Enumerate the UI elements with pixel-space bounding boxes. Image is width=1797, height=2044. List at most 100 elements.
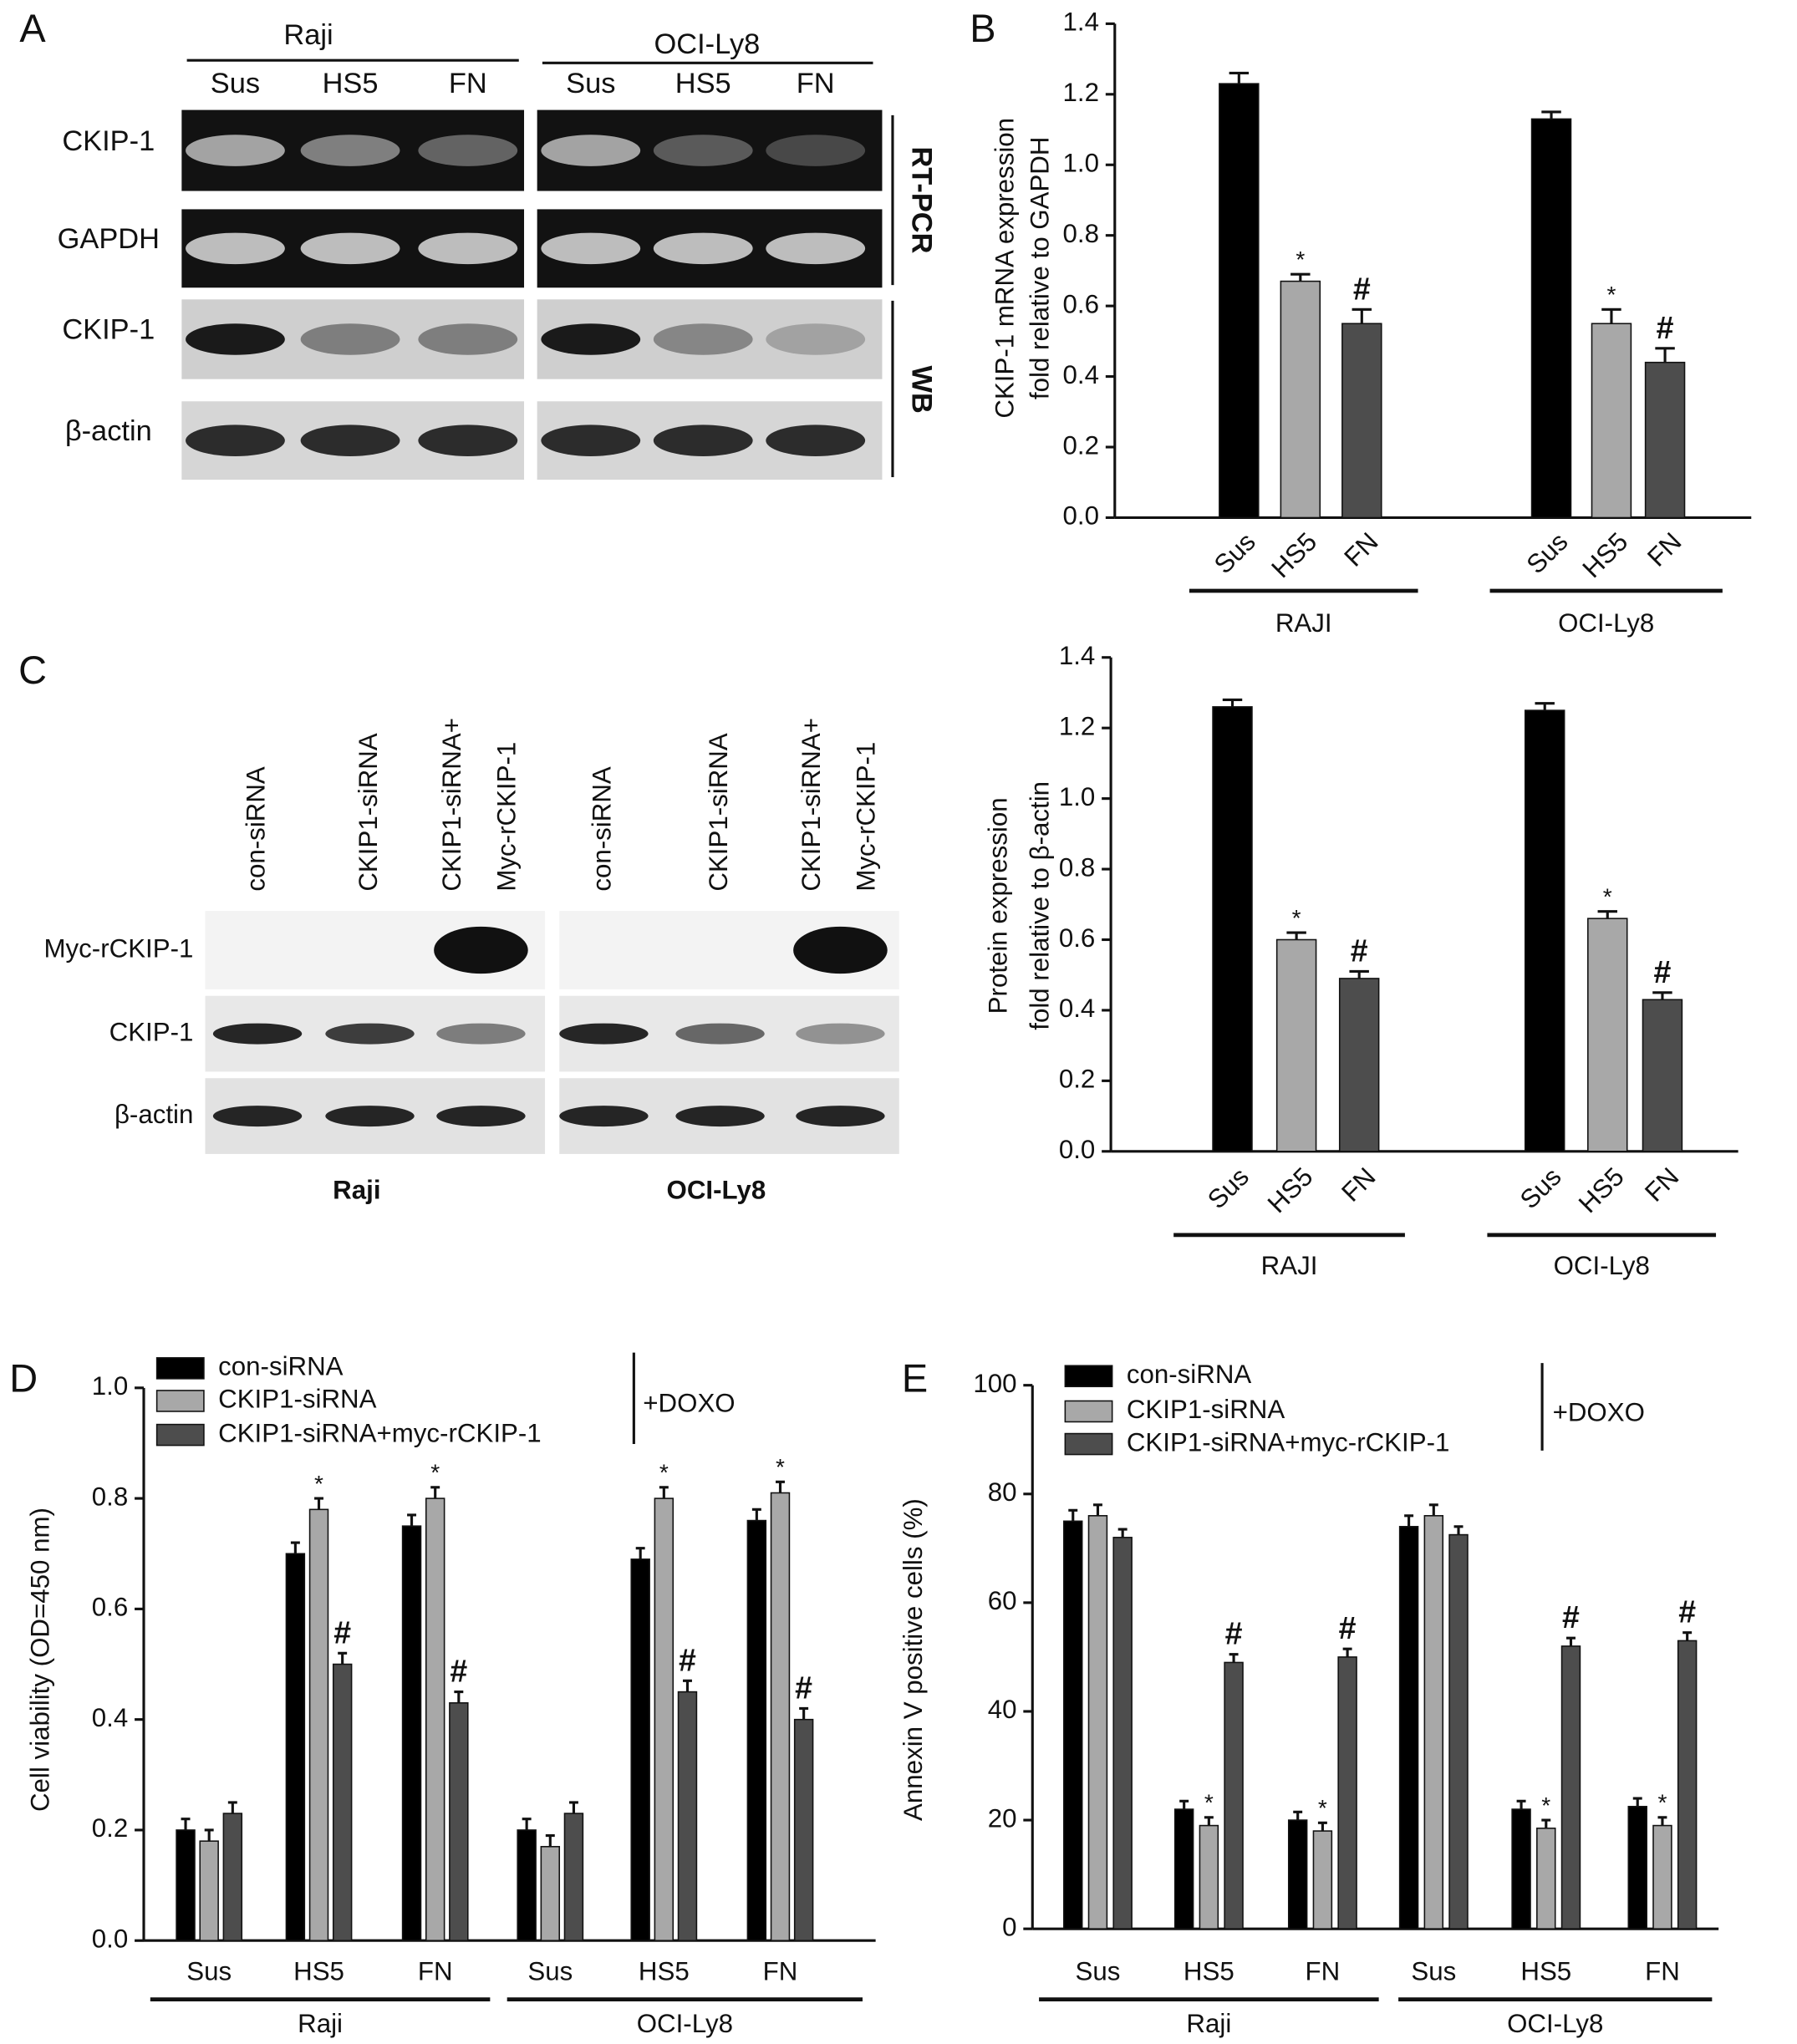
y-tick-label: 100 [973, 1369, 1016, 1398]
y-tick-label: 0.8 [1063, 219, 1099, 248]
bar [1275, 938, 1317, 1152]
lane-label: Sus [211, 68, 260, 99]
error-bar [1204, 1816, 1214, 1826]
panel-label: E [902, 1356, 928, 1400]
bar [1530, 118, 1572, 519]
bar [1677, 1640, 1698, 1930]
bar [540, 1846, 561, 1942]
error-bar [1068, 1508, 1078, 1522]
x-tick-label: Sus [1202, 1162, 1255, 1214]
y-axis-label: Protein expression [983, 797, 1012, 1014]
y-tick-label: 0.6 [1059, 923, 1095, 953]
error-bar [1117, 1528, 1128, 1538]
error-bar [314, 1497, 323, 1510]
bar [449, 1702, 469, 1942]
lane-label: Sus [566, 68, 615, 99]
error-bar [181, 1818, 191, 1830]
significance-marker: # [1657, 310, 1674, 345]
band [541, 135, 641, 166]
x-tick-label: Sus [1521, 527, 1574, 580]
bar [1398, 1526, 1419, 1930]
bar [517, 1829, 537, 1942]
significance-marker: * [1541, 1792, 1550, 1818]
cell-line-label: Raji [283, 19, 333, 51]
band [796, 1023, 885, 1045]
lane-label: CKIP1-siRNA+ [437, 718, 466, 892]
error-bar [430, 1486, 440, 1499]
x-tick-label: HS5 [1262, 1162, 1319, 1218]
significance-marker: * [314, 1471, 323, 1497]
error-bar [1428, 1503, 1438, 1516]
bar [1536, 1828, 1556, 1930]
row-label: CKIP-1 [109, 1017, 194, 1046]
error-bar [751, 1508, 761, 1521]
error-bar [1682, 1631, 1693, 1641]
legend-label: CKIP1-siRNA+myc-rCKIP-1 [1127, 1427, 1450, 1457]
bar [1173, 1808, 1194, 1930]
band [186, 425, 285, 456]
bar [285, 1553, 306, 1942]
band [418, 323, 518, 355]
y-tick-label: 0.2 [1059, 1065, 1095, 1094]
band [541, 425, 641, 456]
band [436, 1023, 526, 1045]
cell-line-label: OCI-Ly8 [654, 28, 761, 60]
band [766, 323, 866, 355]
lane-label: Myc-rCKIP-1 [492, 742, 522, 892]
significance-marker: * [1204, 1790, 1214, 1816]
y-tick-label: 0.4 [92, 1703, 128, 1732]
error-bar [1352, 308, 1372, 324]
band [300, 135, 400, 166]
x-tick-label: Sus [1209, 527, 1261, 580]
error-bar [659, 1486, 669, 1499]
significance-marker: * [1606, 282, 1616, 308]
row-label: Myc-rCKIP-1 [43, 933, 193, 963]
significance-marker: # [450, 1654, 467, 1689]
y-tick-label: 0.0 [92, 1925, 128, 1954]
band [186, 232, 285, 265]
significance-marker: # [1339, 1610, 1357, 1645]
x-tick-label: Sus [1411, 1957, 1456, 1986]
x-tick-label: HS5 [1265, 527, 1322, 584]
error-bar [1222, 698, 1243, 707]
error-bar [1655, 347, 1675, 363]
error-bar [1229, 1653, 1239, 1663]
bar [425, 1497, 445, 1942]
error-bar [1349, 969, 1369, 979]
band [300, 323, 400, 355]
x-tick-label: Sus [186, 1957, 232, 1986]
bar [1524, 709, 1565, 1152]
band [300, 425, 400, 456]
lane-label: HS5 [675, 68, 731, 99]
legend-swatch [155, 1390, 205, 1412]
significance-marker: * [659, 1460, 669, 1486]
x-tick-label: HS5 [293, 1957, 344, 1986]
significance-marker: * [430, 1460, 440, 1486]
significance-marker: * [1296, 247, 1305, 272]
band [653, 323, 753, 355]
x-tick-label: FN [1336, 1162, 1381, 1207]
significance-marker: # [795, 1670, 812, 1705]
significance-marker: # [1351, 933, 1368, 969]
legend-label: CKIP1-siRNA [1127, 1395, 1285, 1424]
lane-label: con-siRNA [588, 766, 617, 892]
band [796, 1106, 885, 1127]
band [793, 926, 888, 974]
error-bar [1541, 1818, 1551, 1828]
error-bar [227, 1801, 237, 1814]
bar [199, 1840, 219, 1942]
legend-swatch [1064, 1400, 1113, 1423]
error-bar [1290, 272, 1311, 282]
y-tick-label: 1.2 [1059, 711, 1095, 740]
band [675, 1023, 765, 1045]
bar [1337, 1656, 1357, 1930]
bar [793, 1718, 814, 1942]
x-tick-label: FN [1645, 1957, 1680, 1986]
significance-marker: # [1225, 1616, 1243, 1651]
error-bar [1342, 1647, 1352, 1657]
band [212, 1106, 303, 1127]
legend-swatch [155, 1357, 205, 1380]
band [559, 1106, 649, 1127]
significance-marker: # [1678, 1594, 1696, 1630]
